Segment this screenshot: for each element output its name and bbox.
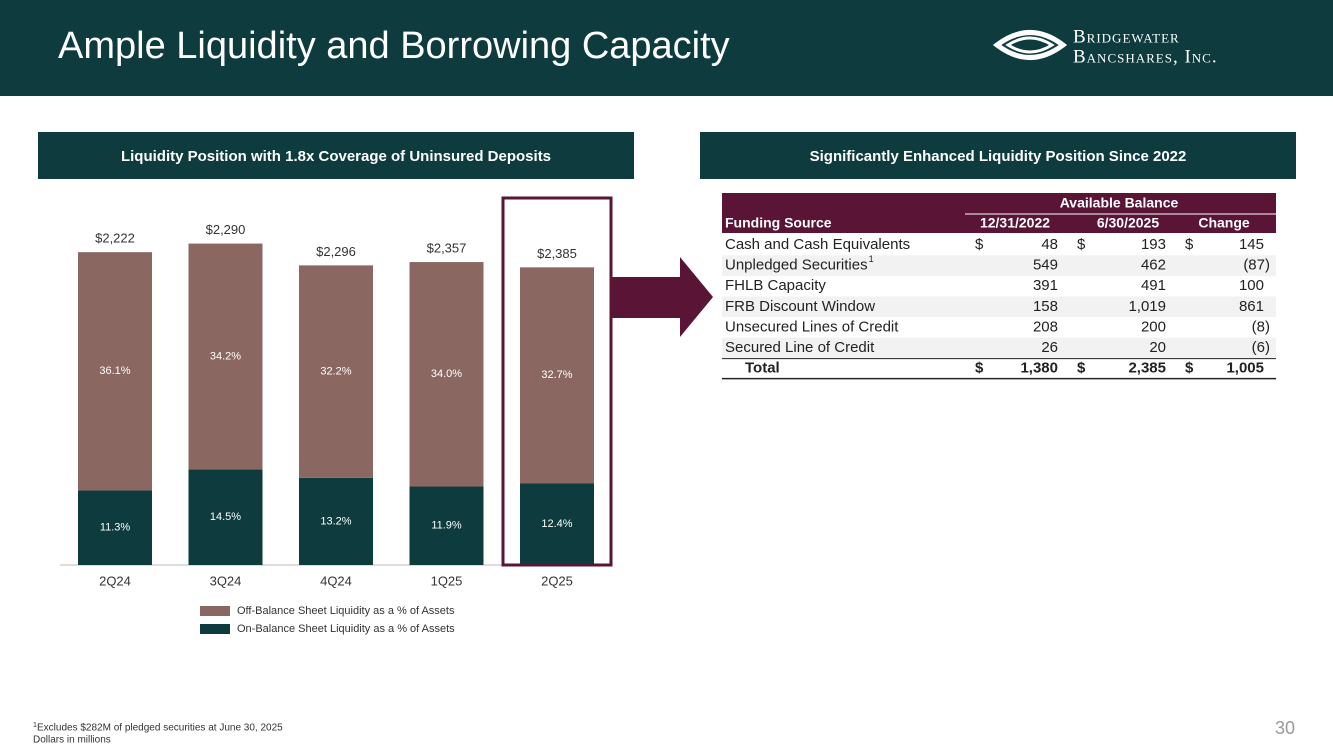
logo-icon bbox=[992, 30, 1068, 60]
footnote-mark: 1 bbox=[33, 722, 37, 729]
cell-value: 193 bbox=[1141, 236, 1166, 253]
cell-value: 1,380 bbox=[1020, 360, 1058, 377]
value-label: 12.4% bbox=[541, 518, 572, 530]
row-label: Total bbox=[745, 360, 780, 377]
cell-value: 158 bbox=[1033, 298, 1058, 315]
cell-value: 200 bbox=[1141, 318, 1166, 335]
cell-value: 208 bbox=[1033, 318, 1058, 335]
value-label: 32.2% bbox=[320, 366, 351, 378]
cell-value: 100 bbox=[1239, 277, 1264, 294]
value-label: 14.5% bbox=[210, 511, 241, 523]
cell-value: 462 bbox=[1141, 257, 1166, 274]
x-tick-label: 2Q25 bbox=[541, 573, 573, 588]
value-label: 11.3% bbox=[100, 522, 131, 534]
row-label: FRB Discount Window bbox=[725, 298, 875, 315]
cell-value: 26 bbox=[1041, 339, 1058, 356]
x-tick-label: 4Q24 bbox=[320, 573, 352, 588]
cell-value: 549 bbox=[1033, 257, 1058, 274]
cell-value: 391 bbox=[1033, 277, 1058, 294]
header-band bbox=[0, 0, 1333, 96]
cell-value: (8) bbox=[1252, 318, 1270, 335]
total-label: $2,222 bbox=[95, 231, 135, 246]
cell-value: 2,385 bbox=[1128, 360, 1166, 377]
total-label: $2,290 bbox=[206, 222, 246, 237]
row-label: Secured Line of Credit bbox=[725, 339, 875, 356]
value-label: 36.1% bbox=[99, 365, 130, 377]
value-label: 34.2% bbox=[210, 350, 241, 362]
bar-segment bbox=[188, 243, 263, 470]
column-header: 12/31/2022 bbox=[980, 215, 1050, 231]
column-header: Funding Source bbox=[725, 215, 832, 231]
bar-segment bbox=[78, 252, 152, 491]
row-label: FHLB Capacity bbox=[725, 277, 826, 294]
legend-label: Off-Balance Sheet Liquidity as a % of As… bbox=[237, 605, 455, 617]
currency: $ bbox=[1185, 236, 1194, 253]
bar-segment bbox=[78, 490, 152, 565]
row-label: Cash and Cash Equivalents bbox=[725, 236, 910, 253]
legend-label: On-Balance Sheet Liquidity as a % of Ass… bbox=[237, 623, 455, 635]
row-label: Unsecured Lines of Credit bbox=[725, 318, 899, 335]
footnote-mark: 1 bbox=[869, 254, 874, 264]
legend-swatch bbox=[200, 606, 230, 616]
slide-title: Ample Liquidity and Borrowing Capacity bbox=[58, 25, 730, 67]
bar-segment bbox=[409, 262, 484, 487]
total-label: $2,357 bbox=[427, 240, 467, 255]
table-title: Significantly Enhanced Liquidity Positio… bbox=[810, 148, 1187, 165]
table-header bbox=[700, 132, 1296, 179]
x-tick-label: 1Q25 bbox=[431, 573, 463, 588]
cell-value: 1,005 bbox=[1226, 360, 1264, 377]
currency: $ bbox=[1077, 360, 1086, 377]
bar-segment bbox=[520, 483, 594, 565]
bar-segment bbox=[409, 486, 484, 565]
column-header: Change bbox=[1198, 215, 1250, 231]
cell-value: 20 bbox=[1149, 339, 1166, 356]
cell-value: 861 bbox=[1239, 298, 1264, 315]
value-label: 32.7% bbox=[541, 369, 572, 381]
footnote-text: Excludes $282M of pledged securities at … bbox=[37, 723, 283, 734]
row-bg bbox=[722, 255, 1276, 276]
row-bg bbox=[722, 296, 1276, 318]
x-tick-label: 2Q24 bbox=[99, 573, 131, 588]
currency: $ bbox=[1185, 360, 1194, 377]
cell-value: 145 bbox=[1239, 236, 1264, 253]
footnote-text: Dollars in millions bbox=[33, 735, 111, 746]
cell-value: (6) bbox=[1252, 339, 1270, 356]
arrow bbox=[612, 257, 713, 337]
legend-swatch bbox=[200, 624, 230, 634]
row-bg bbox=[722, 337, 1276, 359]
value-label: 11.9% bbox=[431, 520, 462, 532]
logo-line2: Bancshares, Inc. bbox=[1073, 46, 1218, 67]
column-header: 6/30/2025 bbox=[1097, 215, 1159, 231]
cell-value: 1,019 bbox=[1128, 298, 1166, 315]
group-header: Available Balance bbox=[1060, 195, 1179, 211]
chart-header bbox=[38, 132, 634, 179]
total-label: $2,296 bbox=[316, 244, 356, 259]
currency: $ bbox=[1077, 236, 1086, 253]
page-number: 30 bbox=[1275, 718, 1295, 738]
currency: $ bbox=[975, 360, 984, 377]
value-label: 34.0% bbox=[431, 368, 462, 380]
bar-segment bbox=[299, 477, 373, 565]
value-label: 13.2% bbox=[320, 515, 351, 527]
bar-segment bbox=[188, 469, 263, 565]
bar-segment bbox=[299, 265, 373, 478]
currency: $ bbox=[975, 236, 984, 253]
x-tick-label: 3Q24 bbox=[210, 573, 242, 588]
total-label: $2,385 bbox=[537, 246, 577, 261]
chart-title: Liquidity Position with 1.8x Coverage of… bbox=[121, 148, 551, 165]
bar-segment bbox=[520, 267, 594, 484]
table-head-bg bbox=[722, 193, 1276, 233]
row-label: Unpledged Securities bbox=[725, 257, 868, 274]
cell-value: 491 bbox=[1141, 277, 1166, 294]
highlight-box bbox=[501, 196, 613, 567]
cell-value: 48 bbox=[1041, 236, 1058, 253]
cell-value: (87) bbox=[1243, 257, 1270, 274]
logo-line1: Bridgewater bbox=[1073, 26, 1180, 47]
